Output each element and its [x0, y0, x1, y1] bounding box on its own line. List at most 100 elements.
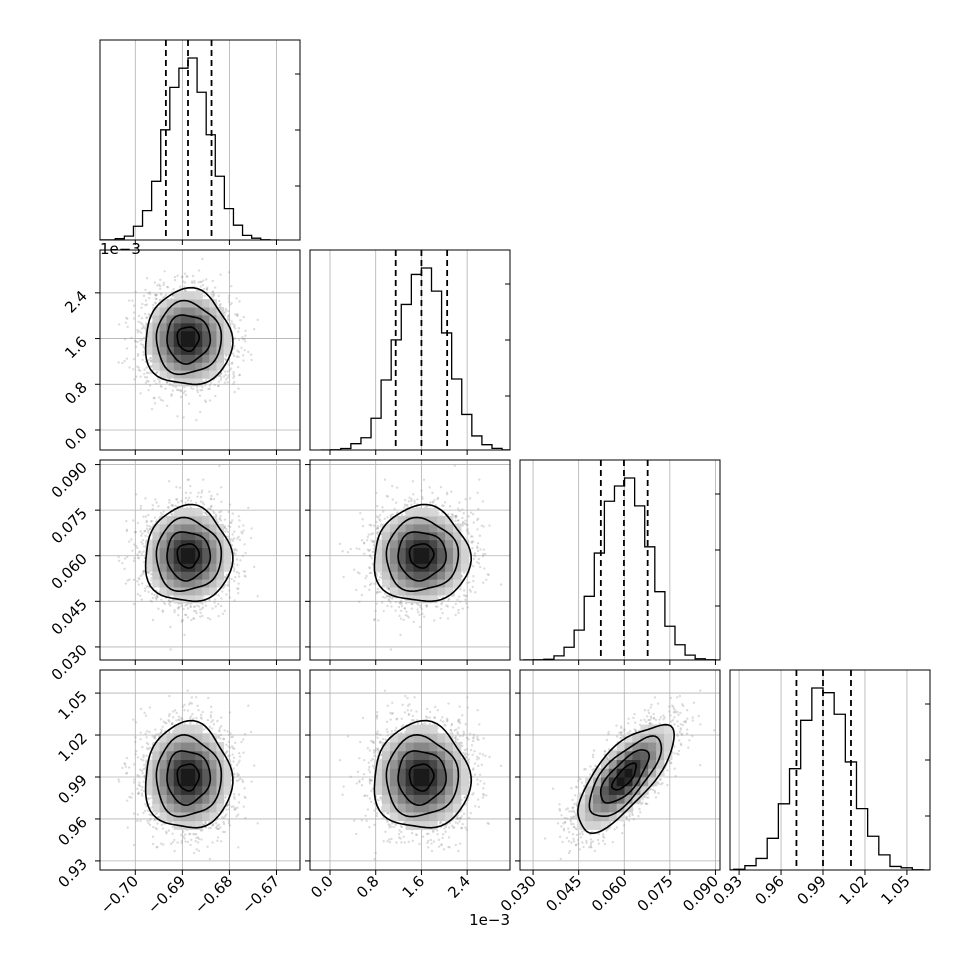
sample-point: [227, 300, 231, 303]
density-cell: [159, 307, 168, 316]
sample-point: [194, 609, 197, 613]
sample-point: [179, 285, 182, 288]
sample-point: [138, 369, 142, 372]
sample-point: [169, 648, 172, 651]
sample-point: [241, 532, 244, 535]
sample-point: [190, 387, 193, 390]
sample-point: [169, 600, 172, 603]
sample-point: [138, 329, 141, 333]
sample-point: [233, 548, 236, 551]
sample-point: [227, 314, 230, 318]
density-cell: [195, 307, 203, 316]
sample-point: [176, 388, 180, 392]
density-cell: [159, 362, 168, 371]
sample-point: [217, 384, 220, 388]
density-cell: [166, 362, 175, 371]
sample-point: [230, 302, 233, 305]
sample-point: [126, 317, 129, 320]
sample-point: [154, 498, 157, 501]
sample-point: [237, 525, 241, 528]
sample-point: [237, 387, 240, 390]
sample-point: [144, 299, 148, 302]
sample-point: [184, 604, 187, 607]
density-cell: [216, 362, 225, 371]
density-cell: [195, 299, 203, 308]
sample-point: [132, 304, 136, 307]
sample-point: [192, 617, 195, 620]
sample-point: [184, 393, 188, 397]
sample-point: [218, 517, 221, 520]
sample-point: [157, 607, 160, 611]
sample-point: [180, 604, 183, 608]
sample-point: [130, 538, 133, 541]
sample-point: [193, 279, 196, 283]
sample-point: [149, 356, 153, 360]
sample-point: [151, 618, 155, 622]
sample-point: [227, 297, 230, 300]
density-cell: [159, 370, 168, 379]
sample-point: [243, 570, 247, 573]
sample-point: [218, 464, 221, 467]
sample-point: [154, 596, 157, 600]
sample-point: [186, 275, 189, 278]
sample-point: [152, 396, 155, 400]
sample-point: [218, 299, 221, 303]
sample-point: [203, 294, 206, 298]
sample-point: [227, 363, 231, 366]
sample-point: [173, 275, 177, 279]
sample-point: [145, 585, 149, 588]
sample-point: [173, 610, 176, 614]
sample-point: [180, 500, 184, 503]
sample-point: [219, 273, 222, 276]
sample-point: [232, 565, 235, 568]
sample-point: [132, 357, 136, 361]
sample-point: [201, 283, 205, 287]
sample-point: [235, 558, 239, 561]
sample-point: [144, 497, 147, 500]
density-cell: [173, 362, 182, 371]
sample-point: [195, 388, 199, 392]
sample-point: [179, 390, 182, 393]
density-cell: [223, 346, 232, 355]
sample-point: [123, 338, 127, 341]
sample-point: [238, 300, 241, 303]
sample-point: [241, 354, 245, 357]
contours: [144, 286, 234, 386]
sample-point: [224, 373, 227, 377]
sample-point: [154, 297, 157, 301]
sample-point: [219, 303, 222, 306]
sample-point: [233, 548, 237, 551]
sample-point: [183, 281, 187, 284]
sample-point: [228, 596, 232, 599]
density-cell: [202, 322, 210, 332]
sample-point: [221, 590, 224, 593]
sample-point: [210, 293, 213, 296]
sample-point: [158, 379, 161, 382]
sample-point: [143, 312, 147, 316]
sample-point: [243, 340, 247, 343]
sample-point: [158, 396, 161, 399]
sample-point: [147, 313, 151, 316]
sample-point: [142, 353, 145, 357]
sample-point: [228, 589, 231, 592]
sample-point: [162, 281, 166, 285]
density-cell: [223, 338, 232, 347]
sample-point: [181, 275, 184, 278]
sample-point: [158, 283, 161, 286]
density-cell: [195, 370, 203, 379]
sample-point: [221, 612, 225, 616]
sample-point: [220, 500, 223, 503]
sample-point: [140, 598, 144, 601]
sample-point: [189, 491, 192, 495]
sample-point: [208, 384, 212, 387]
sample-point: [167, 599, 171, 602]
sample-point: [149, 527, 152, 530]
sample-point: [237, 330, 240, 333]
sample-point: [162, 283, 165, 287]
sample-point: [145, 520, 148, 524]
sample-point: [199, 388, 202, 392]
sample-point: [167, 505, 170, 509]
density-cell: [159, 299, 168, 308]
sample-point: [141, 538, 145, 542]
density-cell: [216, 354, 225, 363]
